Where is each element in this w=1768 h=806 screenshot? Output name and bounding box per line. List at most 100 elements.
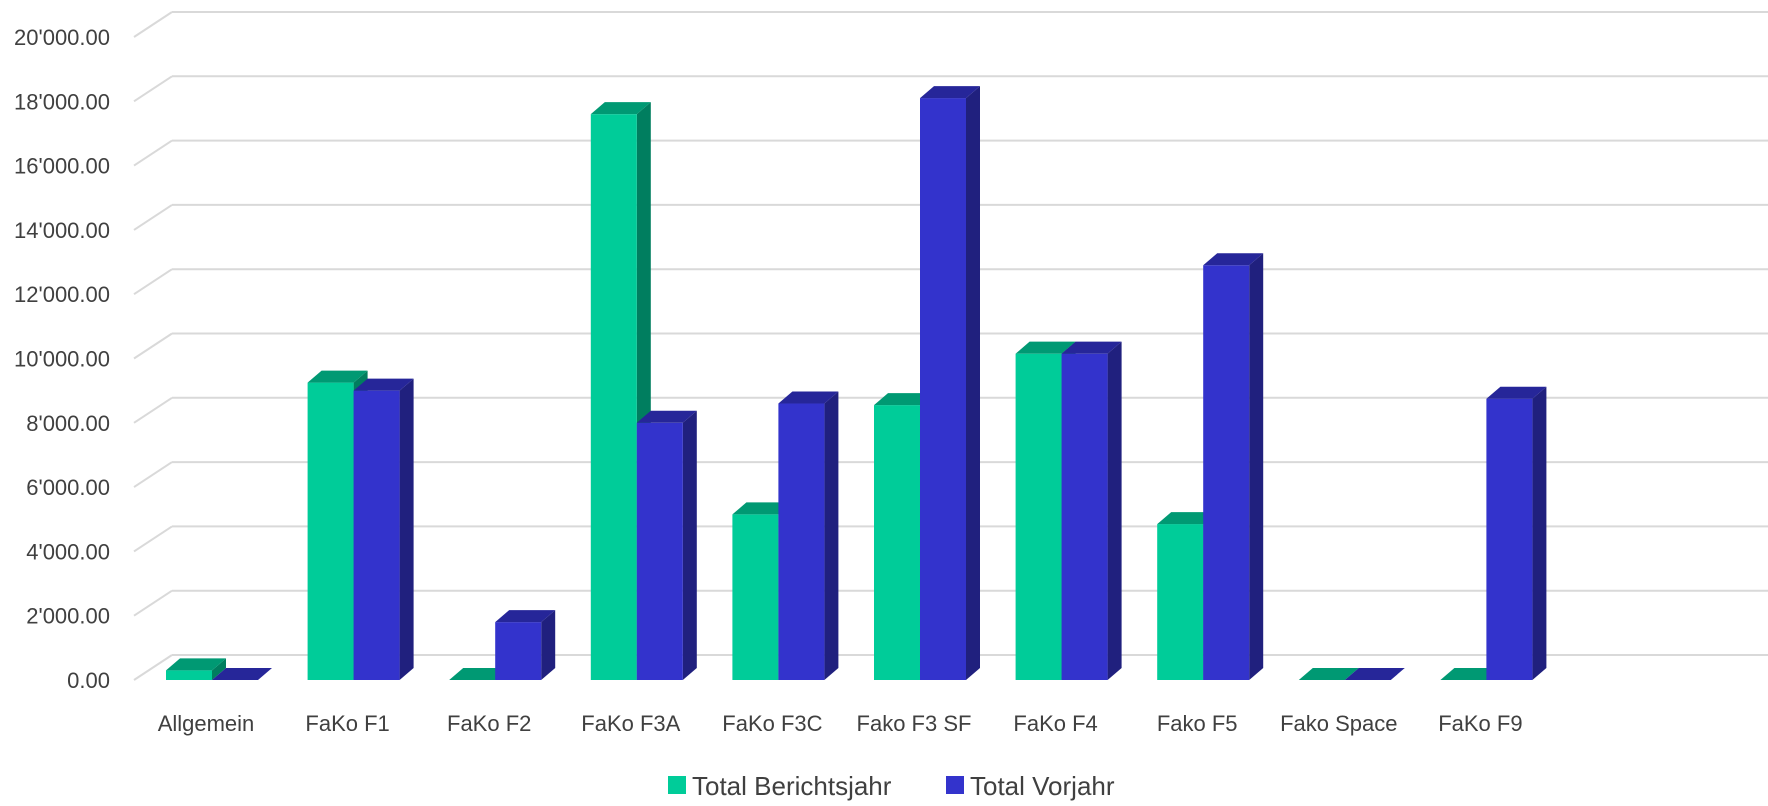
x-category-label: FaKo F9 (1438, 711, 1522, 736)
bar-front-face (1157, 524, 1204, 680)
bar-front-face (166, 670, 212, 680)
bar-front-face (590, 114, 637, 680)
y-tick-label: 10'000.00 (14, 347, 110, 372)
bar-side-face (966, 86, 980, 680)
gridline-slant (133, 525, 173, 553)
legend-label: Total Vorjahr (970, 771, 1115, 801)
x-category-label: FaKo F1 (305, 711, 389, 736)
bar (212, 668, 272, 680)
legend-item: Total Berichtsjahr (668, 771, 892, 801)
legend-swatch (668, 776, 686, 794)
gridline-slant (133, 396, 173, 424)
category-group (874, 86, 980, 680)
bar (778, 391, 839, 680)
category-group (449, 610, 556, 680)
category-group (166, 658, 272, 680)
bar-top-face (1203, 253, 1264, 266)
bar-front-face (495, 622, 542, 680)
category-group (1157, 253, 1264, 680)
gridline-slant (133, 204, 173, 231)
bar-side-face (541, 610, 556, 680)
bar-side-face (824, 391, 839, 680)
bar-side-face (1249, 253, 1264, 680)
bar-front-face (732, 514, 779, 680)
bar (1344, 668, 1405, 680)
bar-front-face (1486, 398, 1533, 680)
bar-top-face (1298, 668, 1359, 680)
legend: Total Berichtsjahr Total Vorjahr (668, 771, 1115, 801)
bar-top-face (920, 86, 980, 99)
bar-side-face (682, 410, 697, 680)
bar-front-face (920, 98, 966, 680)
y-tick-label: 16'000.00 (14, 154, 110, 179)
y-tick-label: 18'000.00 (14, 89, 110, 114)
x-category-label: FaKo F3A (581, 711, 680, 736)
bar (449, 668, 510, 680)
bar-front-face (874, 405, 920, 680)
category-group (732, 391, 839, 680)
y-tick-label: 4'000.00 (26, 539, 110, 564)
bar (1061, 341, 1122, 680)
bar (636, 410, 697, 680)
bar-front-face (353, 390, 400, 680)
bar-top-face (212, 668, 272, 680)
y-tick-label: 0.00 (67, 668, 110, 693)
bar-front-face (1061, 353, 1108, 680)
y-tick-label: 8'000.00 (26, 411, 110, 436)
bar-side-face (1107, 341, 1122, 680)
x-category-label: FaKo F3C (722, 711, 822, 736)
gridline-slant (133, 332, 173, 360)
bar-top-face (1061, 341, 1122, 354)
bar-top-face (166, 658, 226, 671)
bar (1440, 668, 1501, 680)
bar-top-face (1344, 668, 1405, 680)
legend-item: Total Vorjahr (946, 771, 1115, 801)
bar-top-face (1440, 668, 1501, 680)
bar-top-face (778, 391, 839, 404)
bar-top-face (1157, 512, 1218, 525)
bar (1203, 253, 1264, 680)
gridline-slant (133, 11, 173, 38)
bar (1486, 386, 1547, 680)
bar-side-face (1532, 386, 1547, 680)
bar-top-face (636, 410, 697, 423)
legend-label: Total Berichtsjahr (692, 771, 892, 801)
x-category-label: Fako F3 SF (857, 711, 972, 736)
bar-side-face (212, 658, 226, 680)
category-group (307, 370, 414, 680)
x-category-label: Fako Space (1280, 711, 1397, 736)
bar (495, 610, 556, 680)
bar-front-face (1015, 353, 1062, 680)
category-group (1440, 386, 1547, 680)
x-category-label: Allgemein (158, 711, 255, 736)
x-category-label: FaKo F2 (447, 711, 531, 736)
bar-top-face (1015, 341, 1076, 354)
gridline-slant (133, 589, 173, 617)
y-tick-label: 14'000.00 (14, 218, 110, 243)
bar-front-face (1203, 265, 1250, 680)
bar (920, 86, 980, 680)
bar-front-face (636, 422, 683, 680)
bar-side-face (399, 378, 414, 680)
bar (1298, 668, 1359, 680)
bar-top-face (307, 370, 368, 383)
gridline-slant (133, 139, 173, 167)
gridline-slant (133, 268, 173, 296)
gridline-slant (133, 75, 173, 103)
bar-front-face (778, 403, 825, 680)
bar-top-face (874, 393, 934, 406)
y-tick-label: 6'000.00 (26, 475, 110, 500)
bar-front-face (307, 382, 354, 680)
gridline-slant (133, 654, 173, 681)
y-tick-label: 2'000.00 (26, 604, 110, 629)
bar-top-face (495, 610, 556, 623)
x-axis-category-labels: Allgemein FaKo F1 FaKo F2 FaKo F3A FaKo F3C F… (158, 711, 1523, 736)
bar (590, 102, 651, 680)
bar (353, 378, 414, 680)
bar (166, 658, 226, 680)
bar-top-face (732, 502, 793, 515)
category-group (590, 102, 697, 680)
category-group (1298, 668, 1405, 680)
bar-top-face (353, 378, 414, 391)
